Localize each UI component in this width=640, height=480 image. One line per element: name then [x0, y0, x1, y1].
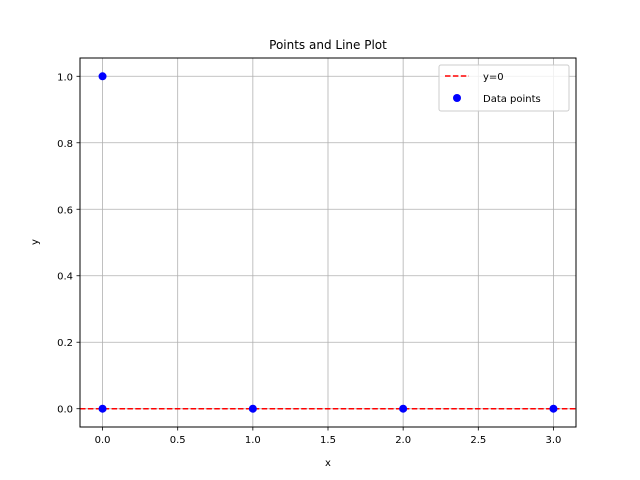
data-point: [399, 404, 408, 413]
y-tick-label: 1.0: [57, 72, 73, 83]
chart-title: Points and Line Plot: [269, 38, 387, 52]
legend-label-line: y=0: [483, 72, 504, 83]
data-point: [248, 404, 257, 413]
y-tick-label: 0.6: [57, 205, 73, 216]
x-tick-label: 2.5: [470, 435, 486, 446]
x-tick-label: 2.0: [395, 435, 411, 446]
y-tick-label: 0.8: [57, 139, 73, 150]
x-tick-label: 0.0: [95, 435, 111, 446]
legend-box: [438, 64, 570, 112]
y-tick-label: 0.0: [57, 405, 73, 416]
x-axis: 0.0 0.5 1.0 1.5 2.0 2.5 3.0: [95, 427, 562, 446]
data-point: [549, 404, 558, 413]
x-axis-label: x: [325, 458, 331, 469]
y-tick-label: 0.4: [57, 272, 73, 283]
legend: y=0 Data points: [438, 64, 570, 112]
x-tick-label: 1.0: [245, 435, 261, 446]
y-tick-label: 0.2: [57, 338, 73, 349]
x-tick-label: 1.5: [320, 435, 336, 446]
x-tick-label: 0.5: [170, 435, 186, 446]
legend-label-points: Data points: [483, 94, 541, 105]
y-axis-label: y: [30, 239, 41, 245]
legend-point-swatch: [453, 94, 461, 102]
data-point: [98, 72, 107, 81]
plot-layer: [80, 72, 576, 413]
x-tick-label: 3.0: [546, 435, 562, 446]
data-point: [98, 404, 107, 413]
y-axis: 0.0 0.2 0.4 0.6 0.8 1.0: [57, 72, 80, 416]
